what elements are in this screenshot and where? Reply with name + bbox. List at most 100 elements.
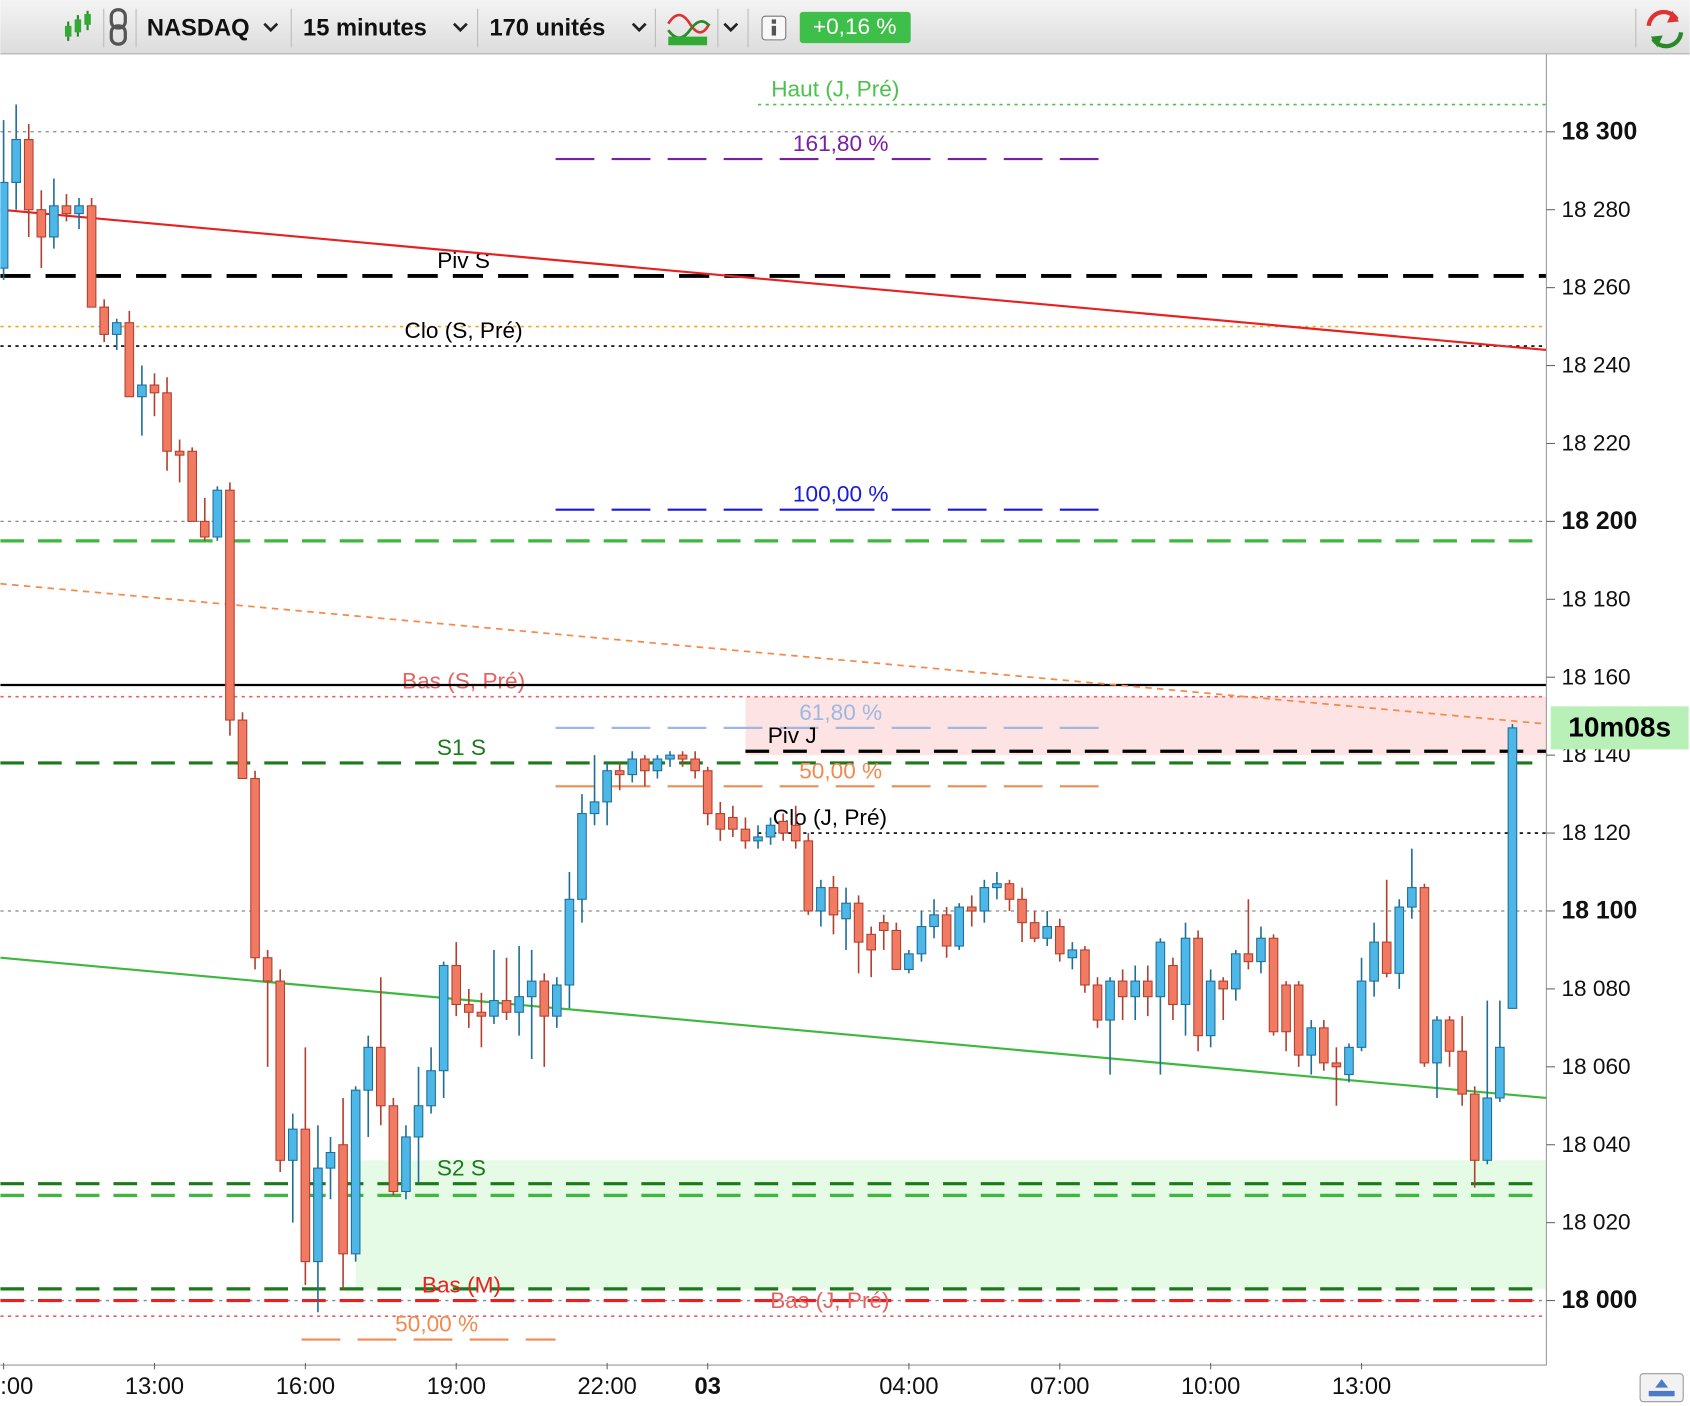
candle-body [589,801,600,815]
x-tick-label: 22:00 [577,1374,636,1400]
candle-body [728,816,738,830]
symbol-dropdown[interactable]: NASDAQ [147,15,279,41]
candle-body [413,1105,424,1138]
candle-body [313,1167,323,1263]
candle-body [99,306,109,335]
candle-body [501,1000,512,1013]
candles-icon[interactable] [64,10,91,41]
x-tick-label: 03 [695,1374,721,1400]
level-label: Bas (M) [422,1273,501,1298]
candle-body [86,205,97,308]
y-tick-label: 18 220 [1561,431,1630,456]
y-tick-label: 18 020 [1561,1210,1630,1235]
units: 170 unités [489,15,605,41]
interval-dropdown[interactable]: 15 minutes [303,15,468,41]
candle-body [702,770,713,815]
candle-body [237,719,248,780]
candle-body [426,1070,436,1107]
candle-body [137,384,147,398]
candle-body [1306,1027,1317,1056]
y-tick-label: 18 080 [1561,976,1630,1001]
candle-body [803,840,814,912]
candle-body [1419,887,1430,1064]
candle-body [1344,1046,1354,1076]
candle-body [250,777,260,959]
candle-body [350,1089,361,1255]
y-tick-label: 18 180 [1561,586,1630,611]
change-badge [799,11,911,44]
price-tag-label: 10m08s [1568,711,1671,742]
info-button[interactable] [761,15,787,41]
level-label: Clo (S, Pré) [405,318,523,343]
candle-body [275,980,286,1161]
candle-body [577,813,587,900]
candle-body [690,758,700,772]
refresh-button[interactable] [1646,9,1684,49]
candle-body [1029,922,1040,939]
candle-body [464,1003,474,1013]
candle-body [149,384,160,394]
candle-body [1482,1097,1493,1161]
candle-body [665,754,675,760]
price-tag [1550,706,1689,750]
candle-body [1193,937,1203,1037]
candle-body [1205,980,1216,1037]
candle-body [124,322,135,398]
candle-body [1142,980,1153,998]
candle-body [338,1144,348,1255]
axes: 18 000 18 020 18 040 18 060 18 080 18 100 18 1… [0,118,1689,1400]
x-tick-label: 04:00 [879,1374,938,1400]
candle-body [212,489,223,538]
units-dropdown[interactable]: 170 unités [489,15,647,41]
candle-body [187,450,198,522]
scroll-button[interactable] [1639,1373,1684,1403]
candle-body [1105,980,1115,1021]
y-tick-label: 18 300 [1561,118,1637,145]
x-tick-label: 10:00 [0,1374,33,1400]
y-tick-label: 18 260 [1561,275,1630,300]
candle-body [979,887,990,912]
candle-body [1080,949,1090,986]
candle-body [1218,980,1229,990]
candle-body [514,996,524,1013]
candle-body [677,754,688,760]
candle-body [966,906,977,912]
candle-body [778,820,788,834]
candle-body [262,957,273,982]
trendline [0,208,1547,352]
candle-body [1092,984,1103,1021]
candle-body [765,824,776,838]
x-tick-label: 19:00 [427,1374,486,1400]
candle-body [375,1046,386,1107]
y-tick-label: 18 200 [1561,508,1637,535]
candle-body [74,205,84,215]
indicators-button[interactable] [667,13,711,46]
zone [745,696,1547,756]
candle-body [1017,898,1027,924]
indicators-chevron[interactable] [723,22,739,33]
toolbar: NASDAQ 15 minutes 170 unités +0,16 % [0,0,1690,55]
candle-body [438,964,449,1072]
candle-body [790,824,801,842]
candle-body [162,392,172,452]
candle-body [1293,984,1304,1056]
candle-body [828,887,839,916]
candle-body [866,933,876,951]
candle-body [1394,906,1405,974]
candle-body [1268,937,1279,1033]
candle-body [1469,1093,1480,1161]
candle-body [941,914,952,947]
candle-body [1319,1027,1329,1064]
candle-body [652,758,663,772]
level-label: 50,00 % [395,1311,478,1336]
chevron [263,22,279,33]
candle-body [451,964,462,1006]
symbol: NASDAQ [147,15,250,41]
level-label: S2 S [437,1156,486,1181]
candle-body [1507,727,1518,1009]
candle-body [363,1046,374,1091]
candle-body [300,1128,311,1263]
link-icon[interactable] [109,8,127,46]
candle-body [929,914,939,928]
candle-body [992,883,1002,889]
